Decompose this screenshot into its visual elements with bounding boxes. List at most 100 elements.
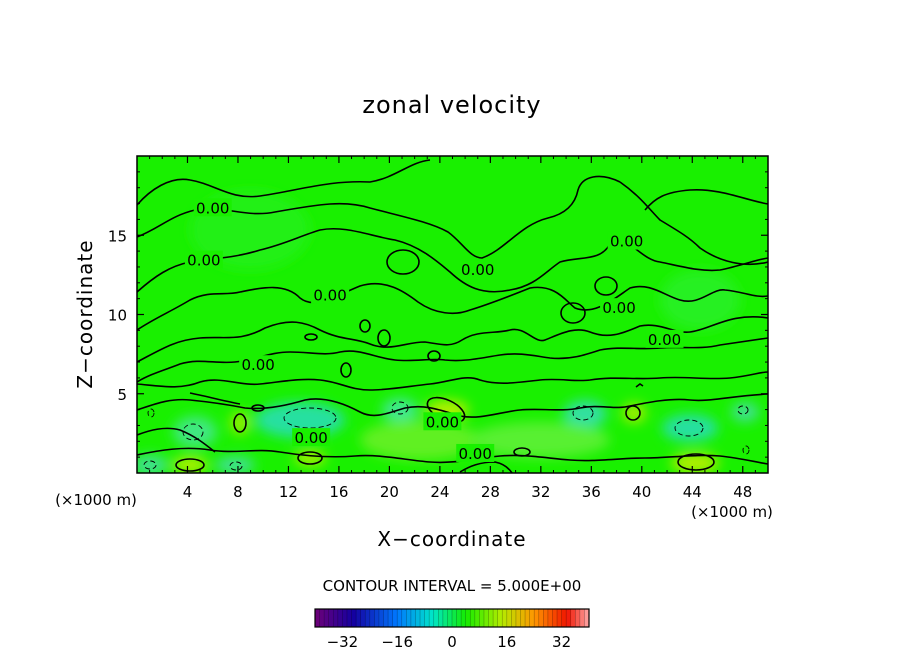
contour-line: [635, 383, 644, 388]
contour-line: [677, 453, 715, 471]
colorbar-cell: [511, 609, 517, 627]
contour-label: 0.00: [426, 413, 459, 431]
colorbar-cell: [543, 609, 549, 627]
colorbar-tick-label: −32: [327, 633, 359, 651]
x-axis: 4 8 12 16 20 24 28 32 36 40 44 48: [149, 156, 756, 501]
contour-line: [459, 461, 513, 473]
colorbar-cell: [547, 609, 554, 627]
contour-label: 0.00: [196, 199, 229, 217]
contour-label: 0.00: [313, 286, 346, 304]
colorbar-cell: [369, 609, 375, 627]
contour-line: [137, 159, 431, 206]
colorbar-tick-label: −16: [381, 633, 413, 651]
colorbar-cell: [433, 609, 439, 627]
contour-label-bg: [193, 198, 232, 217]
y-axis-label: Z−coordinate: [73, 239, 97, 388]
colorbar-cell: [365, 609, 371, 627]
x-tick-label: 28: [481, 483, 500, 501]
contour-line: [251, 404, 265, 412]
contour-label: 0.00: [187, 252, 220, 270]
x-tick-label: 4: [183, 483, 193, 501]
colorbar-cell: [438, 609, 444, 627]
x-tick-label: 12: [279, 483, 298, 501]
colorbar-cell: [497, 609, 503, 627]
colorbar-cell: [557, 609, 563, 627]
x-unit-left: (×1000 m): [55, 491, 137, 509]
colorbar-cell: [447, 609, 453, 627]
colorbar-cell: [360, 609, 366, 627]
contour-line: [619, 181, 768, 266]
contour-label-bg: [600, 298, 639, 317]
dashed-contour: [182, 423, 204, 441]
colorbar-cell: [579, 609, 586, 627]
colorbar-cell: [328, 609, 334, 627]
color-patch: [660, 270, 740, 330]
x-axis-label: X−coordinate: [377, 527, 526, 551]
colorbar-cell: [351, 609, 357, 627]
contour-interval: CONTOUR INTERVAL = 5.000E+00: [323, 577, 582, 595]
contour-label: 0.00: [459, 445, 492, 463]
contour-line: [175, 458, 205, 472]
contour-label-bg: [456, 443, 495, 462]
contour-line: [137, 282, 768, 331]
colorbar-cell: [415, 609, 421, 627]
x-tick-label: 20: [380, 483, 399, 501]
contour-label: 0.00: [241, 356, 274, 374]
contour-line: [297, 451, 323, 465]
color-patch: [731, 402, 759, 422]
colorbar-cell: [324, 609, 330, 627]
x-tick-label: 40: [632, 483, 651, 501]
contour-line: [137, 371, 768, 391]
contour-line: [137, 337, 768, 383]
contour-line: [137, 427, 216, 453]
colorbar-cell: [342, 609, 348, 627]
dashed-contour: [147, 408, 155, 418]
contour-label-bg: [607, 231, 646, 250]
contour-line: [625, 405, 641, 421]
colorbar-cell: [319, 609, 325, 627]
colorbar-cell: [392, 609, 398, 627]
dashed-contour: [283, 407, 337, 429]
contour-line: [377, 329, 391, 347]
x-tick-label: 36: [582, 483, 601, 501]
contour-label-bg: [239, 355, 278, 374]
colorbar-tick-label: 32: [552, 633, 571, 651]
dashed-contour: [143, 460, 157, 470]
colorbar-cell: [429, 609, 435, 627]
dashed-contour: [674, 419, 704, 437]
colorbar-cell: [483, 609, 490, 627]
contour-line: [594, 276, 618, 296]
colorbar-cell: [401, 609, 407, 627]
y-tick-label: 5: [117, 386, 127, 404]
colorbar-tick-label: 0: [447, 633, 457, 651]
x-tick-label: 16: [329, 483, 348, 501]
color-patch: [470, 422, 610, 458]
contour-label-bg: [292, 428, 331, 447]
contour-labels: 0.000.000.000.000.000.000.000.000.000.00…: [184, 198, 684, 463]
colorbar-cell: [424, 609, 430, 627]
contour-label: 0.00: [602, 299, 635, 317]
colorbar-cell: [315, 609, 321, 627]
colorbar-cell: [552, 609, 558, 627]
contour-label: 0.00: [610, 233, 643, 251]
colorbar-cell: [525, 609, 531, 627]
dashed-contour: [391, 401, 409, 415]
color-patch: [137, 455, 168, 473]
plot-area: 0.000.000.000.000.000.000.000.000.000.00…: [137, 156, 768, 473]
colorbar-cell: [374, 609, 380, 627]
colorbar: −32 −16 0 16 32: [314, 608, 590, 651]
colorbar-cell: [538, 609, 544, 627]
color-patch: [173, 416, 217, 448]
dashed-contour: [737, 405, 749, 415]
colorbar-frame: [314, 608, 590, 628]
contour-lines: [137, 159, 768, 473]
contour-line: [427, 350, 441, 362]
colorbar-cell: [584, 609, 590, 627]
colorbar-cell: [506, 609, 512, 627]
colorbar-cell: [406, 609, 412, 627]
colorbar-cell: [346, 609, 353, 627]
colorbar-cell: [520, 609, 526, 627]
colorbar-cell: [529, 609, 535, 627]
dashed-contour: [572, 405, 594, 421]
colorbar-cell: [566, 609, 572, 627]
